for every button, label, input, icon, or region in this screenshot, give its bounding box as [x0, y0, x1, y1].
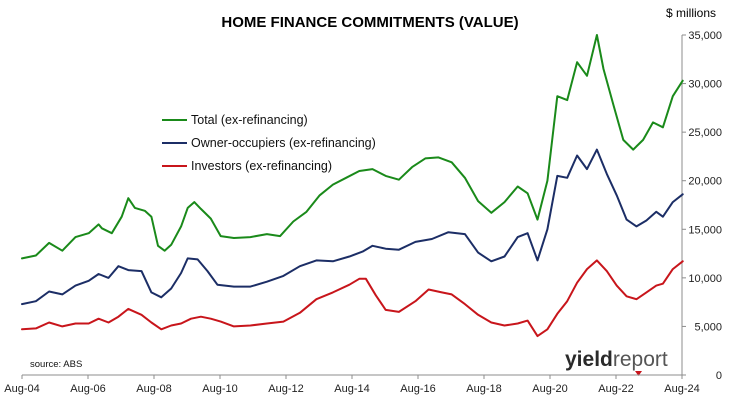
legend-label-owner-occupiers: Owner-occupiers (ex-refinancing)	[191, 136, 376, 150]
legend: Total (ex-refinancing) Owner-occupiers (…	[162, 113, 376, 173]
x-tick-label: Aug-14	[334, 383, 369, 395]
legend-label-investors: Investors (ex-refinancing)	[191, 159, 332, 173]
y-tick-label: 10,000	[688, 273, 722, 285]
series-line-owner-occupiers	[21, 148, 684, 306]
x-tick-label: Aug-10	[202, 383, 237, 395]
source-note: source: ABS	[30, 359, 82, 370]
x-tick-label: Aug-20	[532, 383, 567, 395]
x-tick-label: Aug-06	[70, 383, 105, 395]
x-tick-label: Aug-04	[4, 383, 39, 395]
chart-title: HOME FINANCE COMMITMENTS (VALUE)	[221, 14, 518, 31]
y-tick-label: 25,000	[688, 127, 722, 139]
brand-mark-icon	[635, 371, 642, 376]
x-tick-label: Aug-12	[268, 383, 303, 395]
brand-logo: yieldreport	[565, 348, 668, 376]
plot-area: Aug-04 Aug-06 Aug-08 Aug-10 Aug-12 Aug-14 Aug-…	[4, 30, 722, 395]
legend-label-total: Total (ex-refinancing)	[191, 113, 308, 127]
brand-wordmark: yieldreport	[565, 348, 668, 371]
x-tick-label: Aug-16	[400, 383, 435, 395]
series-line-total	[21, 34, 684, 260]
y-tick-label: 0	[716, 370, 722, 382]
y-unit-label: $ millions	[666, 6, 716, 20]
y-tick-label: 20,000	[688, 176, 722, 188]
x-tick-label: Aug-18	[466, 383, 501, 395]
x-tick-label: Aug-22	[598, 383, 633, 395]
x-tick-label: Aug-08	[136, 383, 171, 395]
series-line-investors	[21, 259, 684, 338]
x-tick-label: Aug-24	[664, 383, 699, 395]
y-tick-label: 5,000	[694, 321, 722, 333]
y-tick-label: 35,000	[688, 30, 722, 42]
y-tick-label: 30,000	[688, 79, 722, 91]
y-tick-label: 15,000	[688, 224, 722, 236]
